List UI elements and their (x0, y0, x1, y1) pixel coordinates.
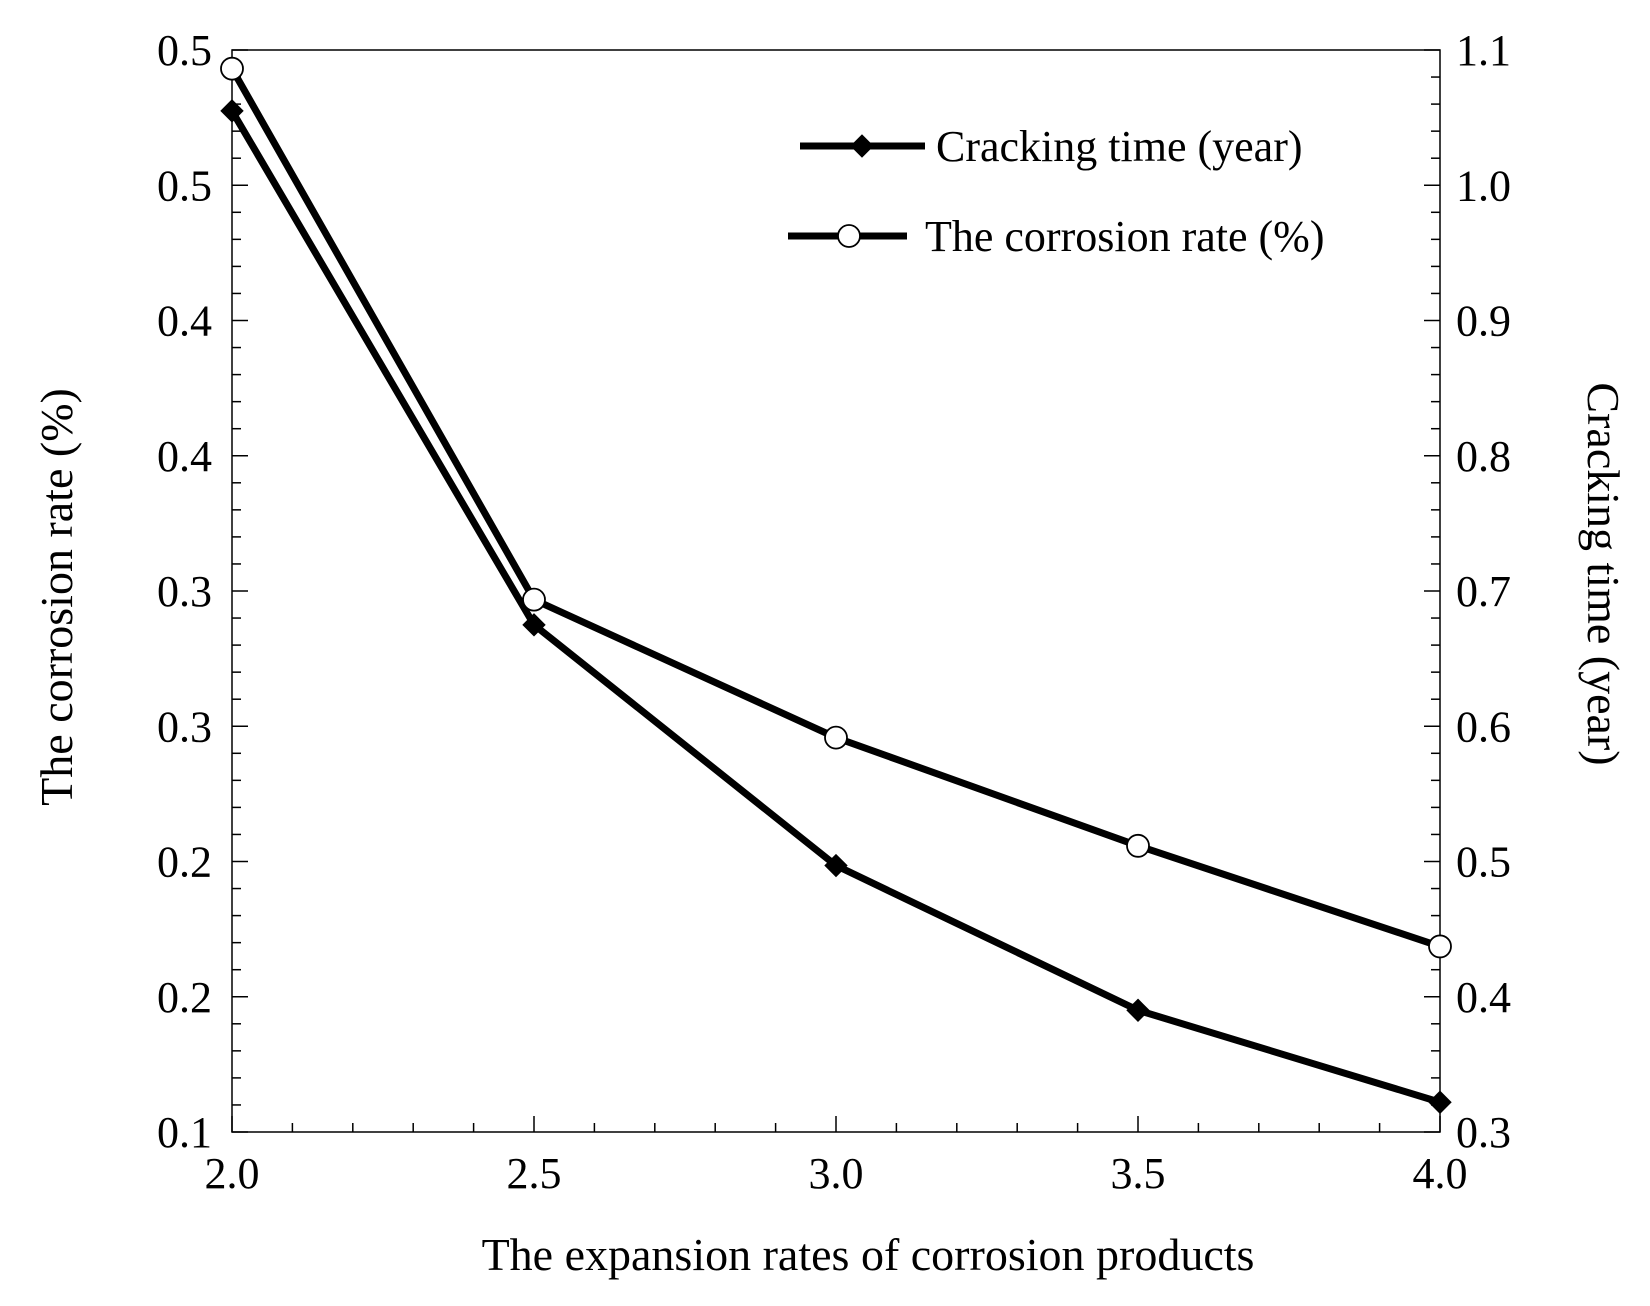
series-line (228, 66, 1442, 950)
y-right-tick-label: 0.6 (1456, 702, 1511, 751)
data-point-diamond (522, 613, 546, 637)
data-point-diamond (220, 99, 244, 123)
series-layer (220, 56, 1452, 1114)
x-tick-label: 3.5 (1111, 1149, 1166, 1198)
y-right-tick-label: 0.3 (1456, 1108, 1511, 1157)
x-tick-label: 3.0 (809, 1149, 864, 1198)
series-cracking-time (220, 99, 1452, 1114)
y-right-tick-label: 1.1 (1456, 26, 1511, 75)
legend-item: The corrosion rate (%) (788, 212, 1324, 261)
y-left-tick-label: 0.2 (157, 838, 212, 887)
data-point-circle (824, 725, 848, 750)
x-axis-title: The expansion rates of corrosion product… (482, 1229, 1255, 1280)
y-right-axis-title: Cracking time (year) (1578, 382, 1629, 765)
y-right-tick-label: 0.4 (1456, 973, 1511, 1022)
y-right-tick-label: 1.0 (1456, 161, 1511, 210)
y-left-tick-label: 0.5 (157, 161, 212, 210)
legend: Cracking time (year) The corrosion rate (… (788, 122, 1324, 261)
data-point-diamond (824, 853, 848, 878)
y-left-tick-label: 0.2 (157, 973, 212, 1022)
y-left-axis-title: The corrosion rate (%) (31, 388, 82, 806)
x-tick-label: 2.0 (205, 1149, 260, 1198)
y-left-tick-label: 0.1 (157, 1108, 212, 1157)
y-left-tick-label: 0.4 (157, 432, 212, 481)
y-left-tick-label: 0.4 (157, 297, 212, 346)
x-tick-label: 4.0 (1413, 1149, 1468, 1198)
y-right-tick-label: 0.7 (1456, 567, 1511, 616)
y-left-tick-label: 0.3 (157, 567, 212, 616)
y-left-axis-ticks: 0.1 0.2 0.2 0.3 0.3 0.4 0.4 0.5 0.5 (157, 26, 248, 1157)
y-left-tick-label: 0.3 (157, 702, 212, 751)
data-point-circle (522, 587, 546, 612)
y-right-tick-label: 0.9 (1456, 297, 1511, 346)
x-tick-label: 2.5 (507, 1149, 562, 1198)
legend-label: The corrosion rate (%) (925, 212, 1324, 261)
series-corrosion-rate (220, 56, 1452, 959)
y-right-axis-ticks: 0.3 0.4 0.5 0.6 0.7 0.8 0.9 1.0 1.1 (1424, 26, 1511, 1157)
y-right-tick-label: 0.8 (1456, 432, 1511, 481)
data-point-circle (1126, 833, 1150, 858)
x-axis-ticks: 2.0 2.5 3.0 3.5 4.0 (205, 1116, 1468, 1198)
legend-marker-circle (837, 224, 861, 248)
y-right-tick-label: 0.5 (1456, 838, 1511, 887)
data-point-circle (220, 56, 244, 81)
legend-item: Cracking time (year) (800, 122, 1303, 171)
legend-label: Cracking time (year) (936, 122, 1303, 171)
y-left-tick-label: 0.5 (157, 26, 212, 75)
legend-marker-diamond (850, 134, 874, 158)
data-point-diamond (1126, 998, 1150, 1022)
data-point-circle (1428, 934, 1452, 959)
data-point-diamond (1428, 1090, 1452, 1114)
